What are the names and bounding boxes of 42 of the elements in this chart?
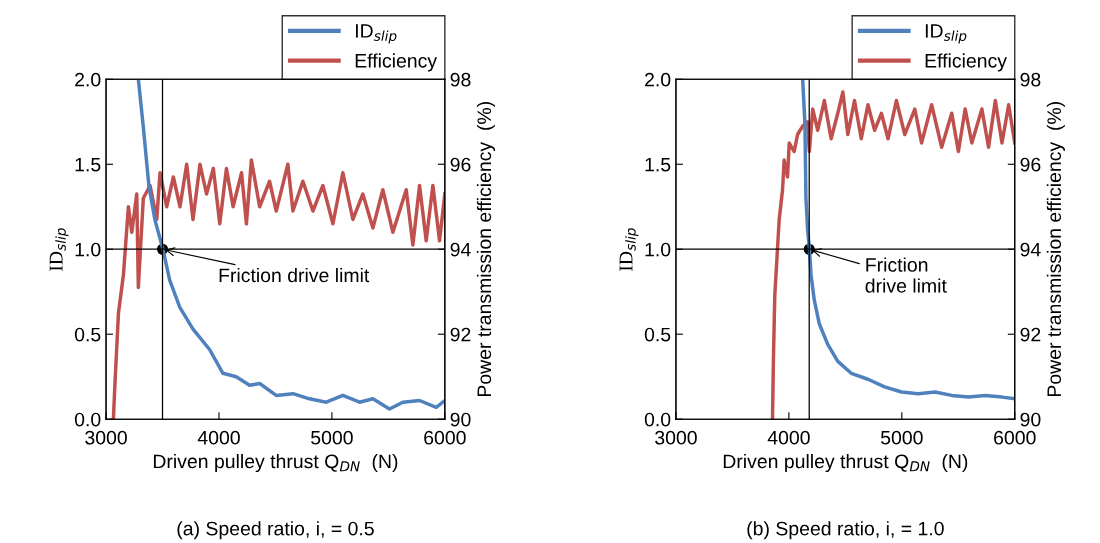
y2-tick-label: 98 bbox=[1020, 72, 1041, 87]
y2-tick-label: 92 bbox=[1020, 327, 1041, 342]
x-tick-label: 3000 bbox=[85, 430, 127, 445]
x-axis-title: Driven pulley thrust Q$_{DN}$ (N) bbox=[723, 453, 968, 473]
y2-tick-label: 92 bbox=[450, 327, 471, 342]
text: (b) Speed ratio, i, = 1.0 bbox=[747, 521, 944, 540]
y-tick-label: 1.0 bbox=[645, 242, 671, 257]
text: (a) Speed ratio, i, = 0.5 bbox=[177, 521, 374, 540]
y-tick-label: 0.0 bbox=[74, 412, 101, 427]
legend-label: ID$_{slip}$ bbox=[355, 24, 397, 44]
y-axis-title: ID$_{slip}$ bbox=[619, 228, 639, 271]
x-axis-title: Driven pulley thrust Q$_{DN}$ (N) bbox=[153, 453, 398, 473]
y2-tick-label: 94 bbox=[450, 242, 471, 257]
y-tick-label: 0.0 bbox=[644, 412, 671, 427]
y-tick-label: 1.0 bbox=[75, 242, 101, 257]
y2-tick-label: 90 bbox=[450, 412, 471, 427]
x-tick-label: 6000 bbox=[424, 430, 466, 445]
y-tick-label: 2.0 bbox=[645, 72, 671, 87]
y2-axis-title: Power transmission efficiency (%) bbox=[476, 102, 496, 397]
y-tick-label: 2.0 bbox=[75, 72, 101, 87]
y-axis-title: ID$_{slip}$ bbox=[49, 228, 69, 271]
legend-label: Efficiency bbox=[925, 53, 1007, 72]
legend-label: ID$_{slip}$ bbox=[925, 24, 967, 44]
y-tick-label: 0.5 bbox=[74, 327, 101, 342]
x-tick-label: 3000 bbox=[655, 430, 697, 445]
annotation: Friction drive limit bbox=[219, 267, 370, 283]
x-tick-label: 5000 bbox=[311, 430, 353, 445]
x-tick-label: 4000 bbox=[767, 430, 810, 445]
y2-axis-title: Power transmission efficiency (%) bbox=[1046, 102, 1065, 397]
x-tick-label: 4000 bbox=[197, 430, 240, 445]
y-tick-label: 1.5 bbox=[75, 157, 101, 172]
y2-tick-label: 96 bbox=[450, 157, 471, 172]
y2-tick-label: 96 bbox=[1020, 157, 1041, 172]
y2-tick-label: 98 bbox=[450, 72, 471, 87]
x-tick-label: 5000 bbox=[880, 430, 923, 445]
x-tick-label: 6000 bbox=[994, 430, 1036, 445]
y2-tick-label: 94 bbox=[1020, 242, 1041, 257]
y-tick-label: 1.5 bbox=[645, 157, 671, 172]
y2-tick-label: 90 bbox=[1020, 412, 1041, 427]
annotation: Friction drive limit bbox=[865, 257, 947, 293]
y-tick-label: 0.5 bbox=[644, 327, 671, 342]
legend-label: Efficiency bbox=[355, 53, 438, 72]
